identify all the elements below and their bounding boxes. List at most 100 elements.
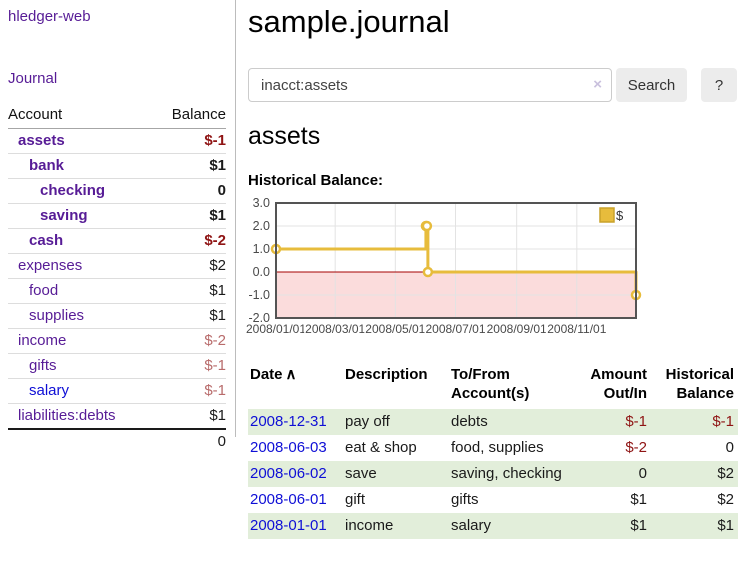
txn-header-balance: Historical Balance (665, 366, 734, 402)
account-row-supplies: supplies $1 (8, 304, 226, 329)
account-link-salary[interactable]: salary (29, 382, 70, 399)
svg-text:2008/09/01: 2008/09/01 (487, 322, 547, 336)
txn-description: pay off (345, 413, 390, 430)
accounts-total-row: 0 (8, 428, 226, 454)
txn-description: save (345, 465, 377, 482)
account-row-cash: cash $-2 (8, 229, 226, 254)
clear-search-icon[interactable]: × (593, 76, 602, 93)
account-row-checking: checking 0 (8, 179, 226, 204)
app-title-link[interactable]: hledger-web (8, 8, 91, 25)
txn-balance: $1 (717, 517, 734, 534)
account-row-bank: bank $1 (8, 154, 226, 179)
account-row-food: food $1 (8, 279, 226, 304)
txn-accounts: food, supplies (451, 439, 544, 456)
account-link-income[interactable]: income (18, 332, 67, 349)
account-balance: $1 (209, 282, 226, 299)
txn-date-link[interactable]: 2008-12-31 (250, 413, 327, 430)
account-row-liabilities-debts: liabilities:debts $1 (8, 404, 226, 429)
svg-text:2008/05/01: 2008/05/01 (365, 322, 425, 336)
account-link-supplies[interactable]: supplies (29, 307, 85, 324)
accounts-table: Account Balance assets $-1 bank $1 checkin… (8, 103, 226, 454)
txn-accounts: debts (451, 413, 488, 430)
account-row-assets: assets $-1 (8, 129, 226, 154)
account-balance: $-2 (204, 232, 226, 249)
txn-accounts: saving, checking (451, 465, 562, 482)
main-content: sample.journal × Search ? assets Histori… (245, 0, 742, 582)
accounts-total-balance: 0 (152, 428, 226, 454)
txn-balance: $2 (717, 465, 734, 482)
account-row-salary: salary $-1 (8, 379, 226, 404)
txn-accounts: salary (451, 517, 492, 534)
transactions-table: Date ∧ Description To/From Account(s) Amo… (248, 362, 738, 539)
account-row-income: income $-2 (8, 329, 226, 354)
account-row-saving: saving $1 (8, 204, 226, 229)
txn-accounts: gifts (451, 491, 479, 508)
account-heading: assets (248, 122, 321, 150)
sidebar: hledger-web Journal Account Balance asse… (0, 0, 236, 454)
sort-ascending-icon: ∧ (285, 366, 297, 383)
svg-text:2008/03/01: 2008/03/01 (305, 322, 365, 336)
transaction-row: 2008-06-01 gift gifts $1 $2 (248, 487, 738, 513)
svg-text:1.0: 1.0 (253, 242, 270, 256)
account-balance: $-1 (204, 382, 226, 399)
account-balance: $-1 (204, 132, 226, 149)
txn-amount: $-2 (625, 439, 647, 456)
txn-balance: $-1 (712, 413, 734, 430)
svg-text:-2.0: -2.0 (248, 311, 270, 325)
account-link-saving[interactable]: saving (40, 207, 88, 224)
txn-balance: 0 (725, 439, 734, 456)
sidebar-item-journal[interactable]: Journal (8, 70, 58, 87)
txn-amount: $-1 (625, 413, 647, 430)
chart-title: Historical Balance: (248, 172, 384, 189)
help-button[interactable]: ? (701, 68, 737, 102)
account-balance: $1 (209, 207, 226, 224)
account-balance: $1 (209, 307, 226, 324)
txn-amount: $1 (630, 517, 647, 534)
accounts-header-balance: Balance (152, 103, 226, 129)
txn-date-link[interactable]: 2008-06-03 (250, 439, 327, 456)
txn-date-link[interactable]: 2008-06-01 (250, 491, 327, 508)
transaction-row: 2008-06-03 eat & shop food, supplies $-2… (248, 435, 738, 461)
transaction-row: 2008-06-02 save saving, checking 0 $2 (248, 461, 738, 487)
account-row-expenses: expenses $2 (8, 254, 226, 279)
txn-header-accounts: To/From Account(s) (451, 366, 530, 402)
txn-description: eat & shop (345, 439, 417, 456)
historical-balance-chart: $3.0 2.0 1.0 0.0 -1.0 -2.0 2008/01/01 2008/03/0… (245, 196, 741, 342)
account-link-cash[interactable]: cash (29, 232, 64, 249)
account-link-bank[interactable]: bank (29, 157, 65, 174)
search-form: × Search ? (247, 68, 742, 102)
svg-text:0.0: 0.0 (253, 265, 270, 279)
account-balance: $1 (209, 157, 226, 174)
txn-description: gift (345, 491, 366, 508)
txn-header-description: Description (345, 366, 428, 383)
accounts-header-account: Account (8, 103, 153, 129)
legend-label: $ (616, 208, 624, 223)
transaction-row: 2008-12-31 pay off debts $-1 $-1 (248, 409, 738, 435)
account-balance: $-2 (204, 332, 226, 349)
account-link-gifts[interactable]: gifts (29, 357, 57, 374)
svg-text:2008/01/01: 2008/01/01 (246, 322, 306, 336)
txn-header-date[interactable]: Date ∧ (250, 366, 297, 383)
txn-header-amount: Amount Out/In (590, 366, 647, 402)
txn-date-link[interactable]: 2008-01-01 (250, 517, 327, 534)
account-link-expenses[interactable]: expenses (18, 257, 83, 274)
page-title: sample.journal (248, 4, 450, 39)
account-link-liabilities-debts[interactable]: liabilities:debts (18, 407, 116, 424)
account-balance: $-1 (204, 357, 226, 374)
account-row-gifts: gifts $-1 (8, 354, 226, 379)
transaction-row: 2008-01-01 income salary $1 $1 (248, 513, 738, 539)
svg-text:2008/07/01: 2008/07/01 (425, 322, 485, 336)
account-link-assets[interactable]: assets (18, 132, 65, 149)
search-input[interactable] (248, 68, 612, 102)
account-link-checking[interactable]: checking (40, 182, 106, 199)
txn-description: income (345, 517, 394, 534)
txn-balance: $2 (717, 491, 734, 508)
txn-date-link[interactable]: 2008-06-02 (250, 465, 327, 482)
svg-text:2.0: 2.0 (253, 219, 270, 233)
search-button[interactable]: Search (616, 68, 687, 102)
svg-text:2008/11/01: 2008/11/01 (547, 322, 606, 336)
txn-amount: 0 (638, 465, 647, 482)
account-link-food[interactable]: food (29, 282, 59, 299)
account-balance: $2 (209, 257, 226, 274)
svg-text:3.0: 3.0 (253, 196, 270, 210)
